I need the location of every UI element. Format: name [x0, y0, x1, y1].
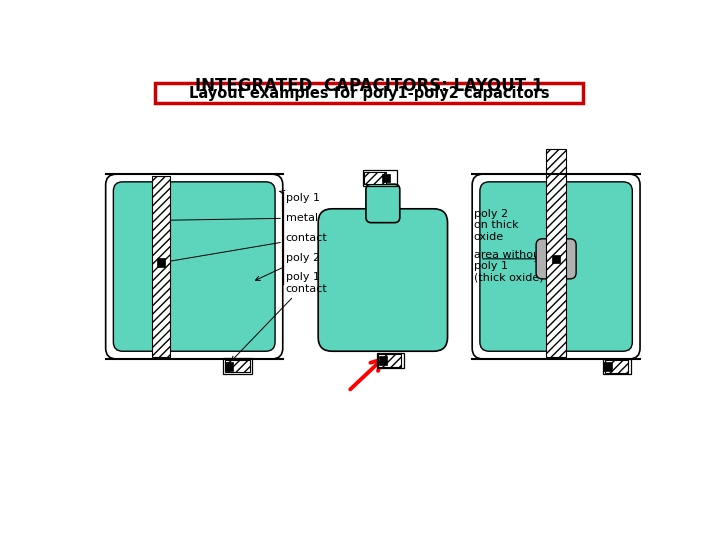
Text: INTEGRATED  CAPACITORS: LAYOUT 1: INTEGRATED CAPACITORS: LAYOUT 1 [195, 77, 543, 95]
Text: poly 1
contact: poly 1 contact [232, 272, 328, 361]
Bar [605, 361, 628, 373]
Bar [363, 170, 397, 186]
Text: Layout examples for poly1-poly2 capacitors: Layout examples for poly1-poly2 capacito… [189, 86, 549, 101]
FancyBboxPatch shape [106, 174, 283, 359]
Bar [378, 354, 401, 367]
Bar [379, 356, 387, 365]
Text: contact: contact [165, 233, 328, 264]
FancyBboxPatch shape [113, 182, 275, 351]
Bar [157, 259, 166, 267]
Text: metal: metal [165, 213, 318, 223]
Bar [152, 176, 171, 357]
FancyBboxPatch shape [318, 209, 448, 351]
Bar [546, 150, 566, 357]
Bar [155, 83, 583, 103]
Bar [225, 362, 233, 371]
Bar [603, 359, 631, 374]
FancyBboxPatch shape [366, 184, 400, 222]
Bar [225, 361, 250, 372]
Bar [552, 254, 560, 263]
Text: poly 2: poly 2 [256, 253, 320, 280]
Bar [382, 174, 390, 182]
Text: poly 2
on thick
oxide: poly 2 on thick oxide [474, 209, 518, 242]
Text: poly 1: poly 1 [280, 191, 320, 203]
Bar [377, 353, 405, 368]
FancyBboxPatch shape [536, 239, 576, 279]
Bar [364, 172, 386, 184]
Bar [222, 358, 252, 374]
Bar [603, 362, 612, 371]
Text: area without
poly 1
(thick oxide): area without poly 1 (thick oxide) [474, 249, 544, 283]
FancyBboxPatch shape [480, 182, 632, 351]
FancyBboxPatch shape [472, 174, 640, 359]
